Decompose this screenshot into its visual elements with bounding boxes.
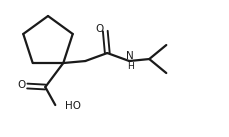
Text: HO: HO bbox=[65, 101, 81, 111]
Text: H: H bbox=[126, 62, 133, 71]
Text: O: O bbox=[17, 80, 25, 90]
Text: N: N bbox=[126, 51, 134, 61]
Text: O: O bbox=[95, 24, 103, 34]
